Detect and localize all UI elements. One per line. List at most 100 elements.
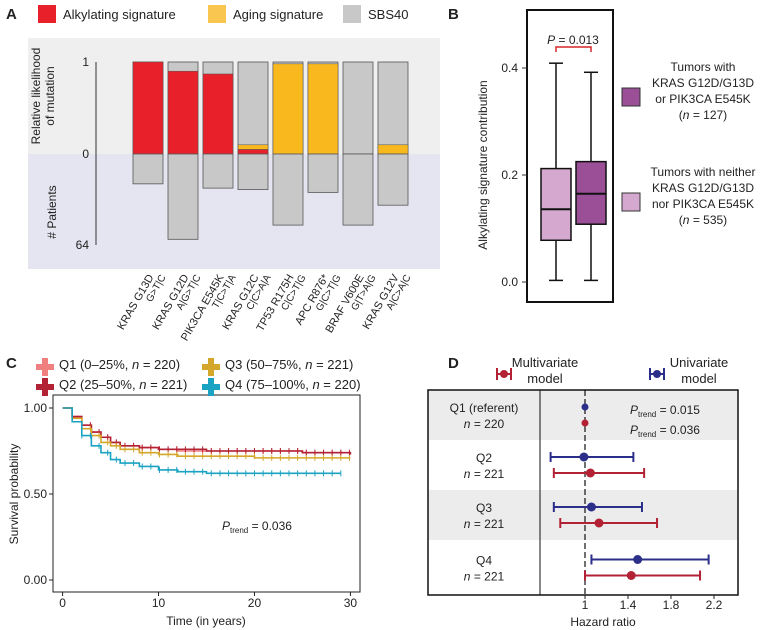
c-legend-label-1: Q2 (25–50%, n = 221) — [59, 377, 187, 392]
d-xtick-label-1: 1.4 — [620, 598, 637, 612]
d-point-multi-1 — [585, 468, 595, 478]
b-tick-label-0: 0.0 — [501, 275, 518, 289]
tick-1: 1 — [82, 55, 89, 69]
b-legend-swatch-0 — [621, 87, 641, 107]
d-legend-label-0-0: Multivariate — [512, 355, 578, 370]
c-legend-symbol-3 — [202, 378, 220, 396]
b-box-0 — [540, 167, 572, 242]
legend-swatch-1 — [208, 5, 226, 23]
c-ylabel: Survival probability — [7, 444, 21, 545]
d-point-multi-3 — [626, 571, 636, 580]
c-ytick-label-2: 1.00 — [24, 401, 48, 415]
panel-label-b: B — [448, 6, 459, 23]
b-legend-text-0-0: Tumors with — [671, 60, 736, 74]
b-legend-text-1-0: Tumors with neither — [651, 165, 756, 179]
d-point-uni-1 — [579, 452, 589, 462]
panel-label-d: D — [448, 355, 459, 372]
b-significance-bracket — [555, 46, 592, 52]
d-row-label-1: Q2 — [476, 451, 492, 465]
legend-swatch-0 — [38, 5, 56, 23]
bar-patients-4 — [272, 153, 304, 226]
b-legend-text-0-2: or PIK3CA E545K — [655, 92, 750, 106]
d-frame — [427, 389, 739, 596]
d-ptrend-multi: Ptrend = 0.036 — [630, 423, 700, 439]
c-censor-marks-3 — [81, 432, 342, 477]
bar-sbs40-7 — [377, 61, 409, 155]
d-row-bg-0 — [428, 390, 738, 440]
d-xtick-label-3: 2.2 — [706, 598, 723, 612]
bar-alkylating-1 — [167, 70, 199, 155]
bar-sbs40-6 — [342, 61, 374, 155]
d-row-label-2: Q3 — [476, 501, 492, 515]
legend-label-2: SBS40 — [368, 7, 408, 22]
bar-aging-3 — [237, 144, 269, 150]
c-legend-symbol-2 — [202, 358, 220, 376]
bar-patients-0 — [132, 153, 164, 185]
d-xtick-label-0: 1 — [582, 598, 589, 612]
bar-patients-7 — [377, 153, 409, 206]
c-legend-label-0: Q1 (0–25%, n = 220) — [59, 357, 180, 372]
c-xtick-label-3: 30 — [344, 596, 358, 610]
d-ptrend-uni: Ptrend = 0.015 — [630, 403, 700, 419]
ylabel-bottom: # Patients — [45, 185, 59, 238]
bar-sbs40-3 — [237, 61, 269, 155]
d-point-multi-0 — [581, 419, 589, 427]
c-censor-marks-2 — [81, 425, 350, 461]
legend-swatch-2 — [343, 5, 361, 23]
c-ytick-label-0: 0.00 — [24, 573, 48, 587]
c-xtick-label-1: 10 — [152, 596, 166, 610]
d-row-n-1: n = 221 — [464, 467, 505, 481]
d-legend-label-1-0: Univariate — [670, 355, 729, 370]
c-legend-symbol-1 — [36, 378, 54, 396]
c-ptrend: Ptrend = 0.036 — [222, 519, 292, 535]
d-xtick-label-2: 1.8 — [663, 598, 680, 612]
bar-alkylating-3 — [237, 149, 269, 155]
d-row-n-3: n = 221 — [464, 570, 505, 584]
b-legend-text-1-3: (n = 535) — [679, 213, 727, 227]
c-frame — [52, 394, 361, 593]
bar-alkylating-2 — [202, 73, 234, 155]
d-row-label-3: Q4 — [476, 554, 492, 568]
c-xtick-label-0: 0 — [59, 596, 66, 610]
d-legend-dot-0 — [500, 370, 508, 378]
bar-aging-7 — [377, 144, 409, 155]
c-curve-3 — [62, 407, 341, 475]
bar-aging-4 — [272, 63, 304, 155]
c-ytick-label-1: 0.50 — [24, 487, 48, 501]
b-legend-text-0-3: (n = 127) — [679, 108, 727, 122]
bar-alkylating-0 — [132, 61, 164, 155]
b-legend-text-1-1: KRAS G12D/G13D — [652, 181, 754, 195]
d-legend-dot-1 — [653, 370, 661, 378]
bar-patients-1 — [167, 153, 199, 240]
d-point-uni-3 — [633, 555, 643, 564]
c-curve-1 — [62, 407, 352, 455]
d-legend-label-0-1: model — [527, 371, 563, 386]
d-point-uni-0 — [581, 403, 589, 411]
bar-aging-5 — [307, 63, 339, 155]
b-legend-swatch-1 — [621, 192, 641, 212]
legend-label-1: Aging signature — [233, 7, 323, 22]
tick-64: 64 — [76, 238, 90, 252]
b-tick-label-1: 0.2 — [501, 168, 518, 182]
b-tick-label-2: 0.4 — [501, 61, 518, 75]
c-xlabel: Time (in years) — [166, 614, 246, 628]
d-row-n-2: n = 221 — [464, 517, 505, 531]
b-pvalue: P = 0.013 — [547, 33, 599, 47]
panel-label-c: C — [6, 355, 17, 372]
bar-patients-6 — [342, 153, 374, 226]
b-legend-text-1-2: nor PIK3CA E545K — [652, 197, 754, 211]
d-legend-label-1-1: model — [681, 371, 717, 386]
bar-patients-3 — [237, 153, 269, 190]
d-point-uni-2 — [586, 502, 596, 512]
c-legend-label-2: Q3 (50–75%, n = 221) — [225, 357, 353, 372]
b-legend-text-0-1: KRAS G12D/G13D — [652, 76, 754, 90]
c-legend-label-3: Q4 (75–100%, n = 220) — [225, 377, 361, 392]
panel-label-a: A — [6, 6, 17, 23]
b-ylabel: Alkylating signature contribution — [476, 80, 490, 249]
bar-patients-5 — [307, 153, 339, 193]
d-row-n-0: n = 220 — [464, 417, 505, 431]
ylabel-top-2: of mutation — [43, 66, 57, 125]
d-xlabel: Hazard ratio — [570, 615, 636, 629]
tick-0: 0 — [82, 147, 89, 161]
